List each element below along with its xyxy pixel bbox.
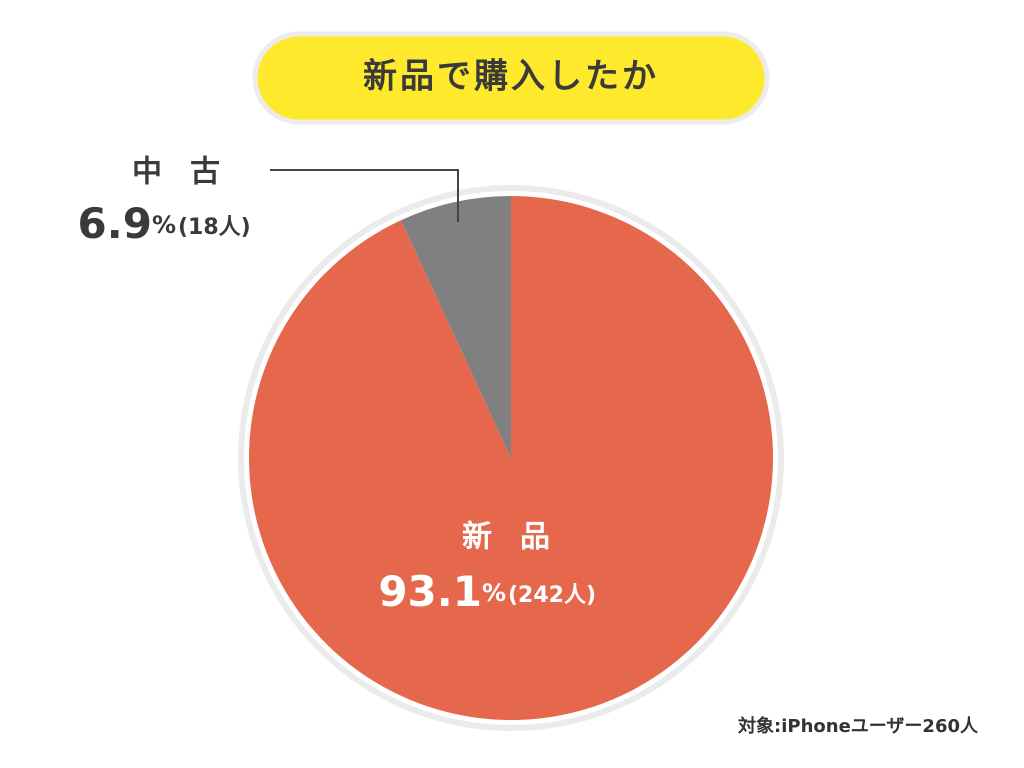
leader-line [270, 169, 459, 222]
value-label: 93.1% [378, 567, 506, 616]
count-label: (242人) [508, 583, 596, 608]
value-label: 6.9% [78, 199, 176, 248]
pie-ring [238, 185, 784, 731]
count-label: (18人) [178, 215, 251, 240]
slice-name: 中古 [132, 155, 248, 190]
chart-title: 新品で購入したか [363, 57, 659, 97]
title-pill [252, 31, 770, 125]
pie-slice [400, 196, 511, 458]
pie-slice [249, 196, 774, 720]
slice-name: 新品 [462, 520, 578, 555]
note: 対象:iPhoneユーザー260人 [737, 715, 979, 737]
